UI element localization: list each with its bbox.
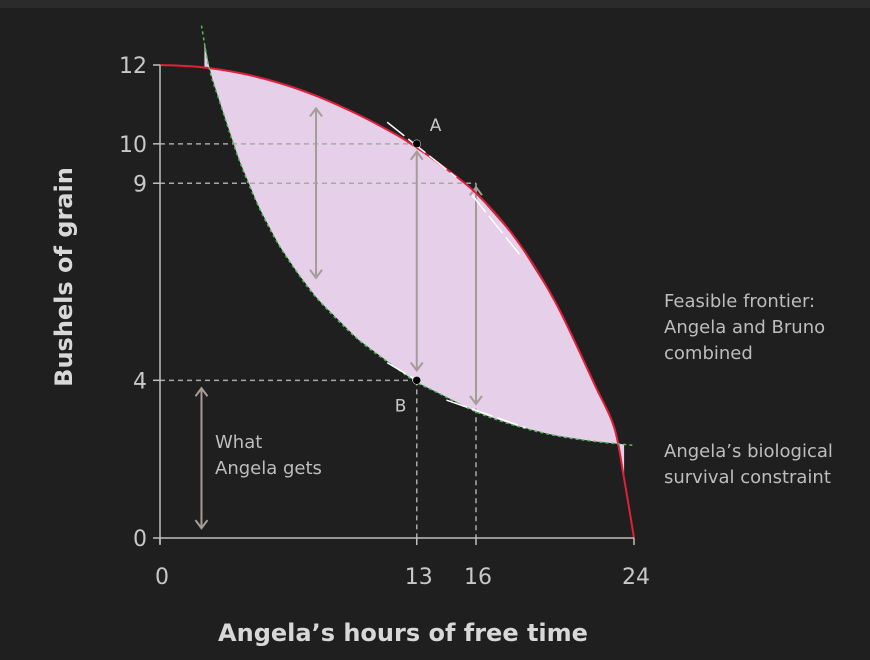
arrow-head-up bbox=[194, 386, 209, 397]
point-b bbox=[412, 376, 421, 385]
y-tick-label-0: 0 bbox=[133, 527, 147, 552]
y-tick-label-4: 12 bbox=[119, 54, 147, 79]
x-tick-label-0: 0 bbox=[155, 565, 169, 590]
vertical-arrows bbox=[194, 106, 483, 530]
ticks: 0 4 9 10 12 0 13 16 24 bbox=[119, 54, 650, 590]
constraint-label-line-2: survival constraint bbox=[664, 467, 831, 488]
point-label-a: A bbox=[430, 116, 442, 136]
y-axis-title: Bushels of grain bbox=[50, 167, 78, 387]
double-arrow-1 bbox=[409, 150, 424, 373]
survival-constraint-line bbox=[200, 25, 635, 447]
tangent-line-0 bbox=[386, 121, 457, 178]
x-axis-title: Angela’s hours of free time bbox=[218, 619, 588, 647]
tangent-lines bbox=[386, 121, 526, 429]
arrow-head-down bbox=[309, 269, 323, 280]
x-tick-label-1: 13 bbox=[405, 565, 433, 590]
x-tick-label-3: 24 bbox=[622, 565, 650, 590]
frontier-label: Feasible frontier: Angela and Bruno comb… bbox=[664, 291, 825, 364]
arrow-head-up bbox=[469, 185, 483, 196]
y-tick-label-2: 9 bbox=[133, 172, 147, 197]
top-bar bbox=[0, 0, 870, 8]
point-label-b: B bbox=[395, 396, 407, 416]
frontier-label-line-1: Feasible frontier: bbox=[664, 291, 815, 312]
what-angela-gets-line-1: What bbox=[215, 432, 262, 453]
arrow-head-down bbox=[194, 519, 209, 530]
arrow-head-down bbox=[469, 395, 483, 406]
double-arrow-0 bbox=[309, 106, 323, 280]
y-tick-label-3: 10 bbox=[119, 133, 147, 158]
feasible-region bbox=[204, 41, 625, 479]
constraint-label: Angela’s biological survival constraint bbox=[664, 441, 833, 488]
frontier-label-line-3: combined bbox=[664, 343, 753, 364]
guide-lines bbox=[160, 143, 477, 538]
tangent-line-3 bbox=[446, 399, 526, 429]
double-arrow-2 bbox=[469, 185, 483, 406]
double-arrow-3 bbox=[194, 386, 209, 530]
points: AB bbox=[395, 116, 442, 417]
what-angela-gets-label: What Angela gets bbox=[215, 432, 322, 479]
what-angela-gets-line-2: Angela gets bbox=[215, 458, 322, 479]
constraint-label-line-1: Angela’s biological bbox=[664, 441, 833, 462]
y-tick-label-1: 4 bbox=[133, 369, 147, 394]
arrow-head-up bbox=[409, 150, 424, 161]
feasible-frontier-line bbox=[159, 64, 635, 539]
point-a bbox=[412, 139, 421, 149]
x-tick-label-2: 16 bbox=[464, 565, 492, 590]
tangent-line-1 bbox=[471, 194, 521, 255]
frontier-label-line-2: Angela and Bruno bbox=[664, 317, 825, 338]
axes bbox=[159, 65, 634, 544]
tangent-line-2 bbox=[386, 361, 418, 381]
arrow-head-up bbox=[309, 106, 323, 117]
arrow-head-down bbox=[409, 361, 424, 373]
